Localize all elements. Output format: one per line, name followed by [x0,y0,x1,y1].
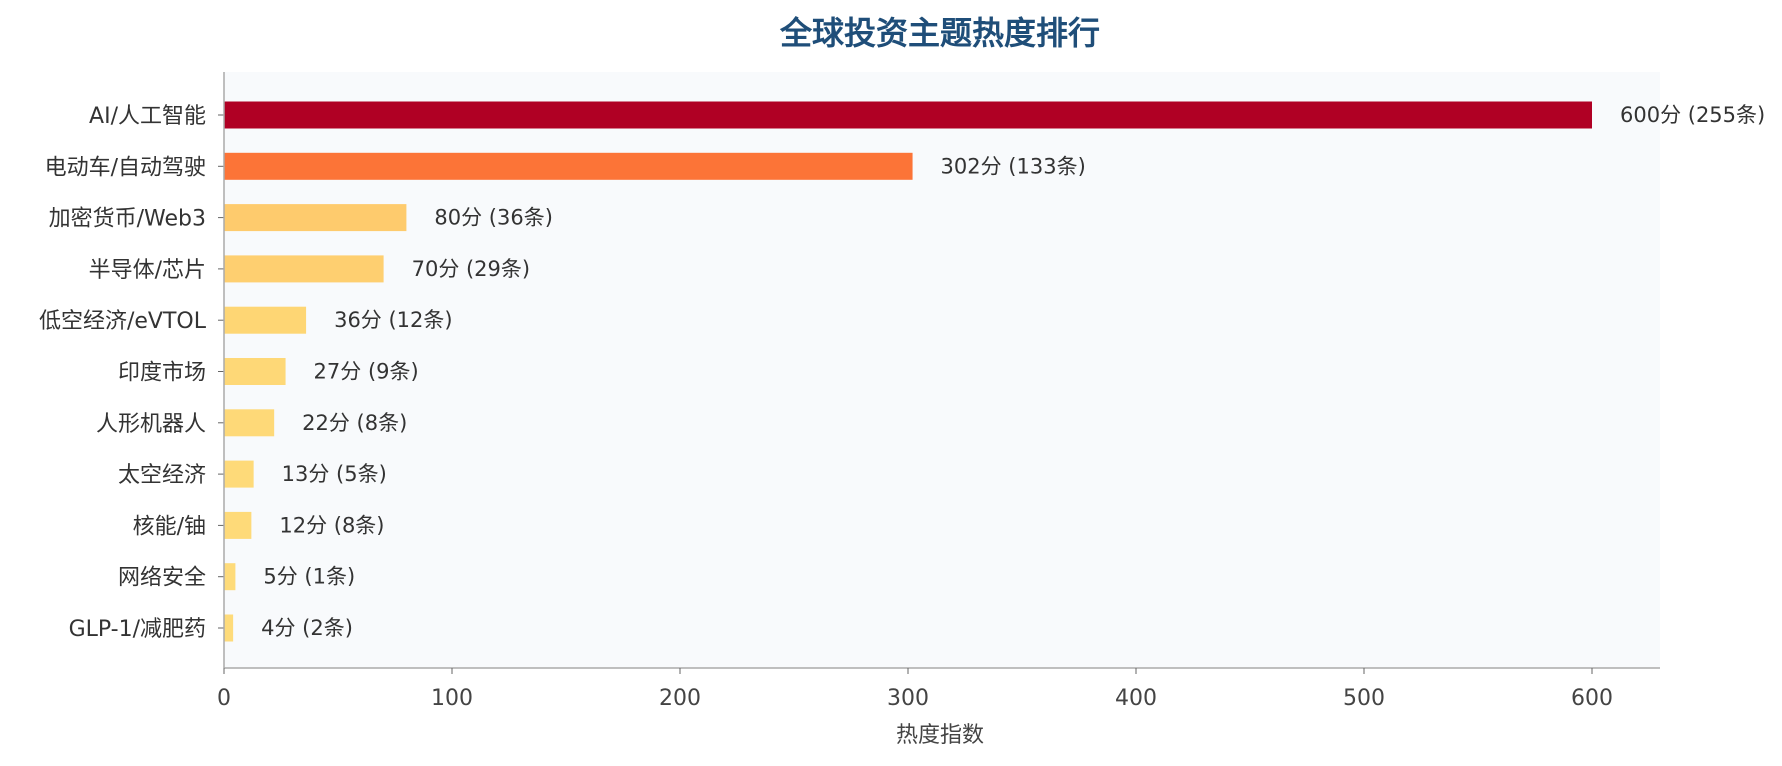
data-label: 36分 (12条) [334,308,453,332]
category-label: 核能/铀 [133,514,206,539]
bar [224,101,1592,129]
category-label: 电动车/自动驾驶 [45,155,206,180]
x-tick-label: 300 [887,686,929,711]
bar [224,460,254,488]
bar [224,614,234,642]
chart-title: 全球投资主题热度排行 [779,14,1100,52]
category-label: 半导体/芯片 [89,258,206,283]
data-label: 13分 (5条) [282,462,387,486]
x-axis-label: 热度指数 [896,723,984,748]
bar [224,255,384,283]
bar [224,306,307,334]
data-label: 302分 (133条) [941,154,1086,178]
bar [224,358,286,385]
x-tick-label: 0 [217,686,231,711]
bar [224,152,913,180]
category-label: 加密货币/Web3 [49,207,206,232]
data-label: 70分 (29条) [412,257,531,281]
data-label: 27分 (9条) [314,360,419,384]
data-label: 5分 (1条) [263,565,355,589]
bars-group: 600分 (255条) 302分 (133条) 80分 (36条) 70分 (29条)… [224,101,1765,642]
category-label: GLP-1/减肥药 [69,617,206,642]
x-tick-label: 400 [1115,686,1157,711]
data-label: 600分 (255条) [1620,103,1765,127]
category-label: AI/人工智能 [89,104,206,129]
bar [224,204,407,232]
x-tick-label: 100 [431,686,473,711]
x-tick-label: 500 [1343,686,1385,711]
x-tick-label: 600 [1571,686,1613,711]
bar [224,511,252,539]
data-label: 80分 (36条) [434,206,553,230]
category-label: 太空经济 [118,463,206,488]
category-label: 人形机器人 [96,412,206,437]
category-label: 网络安全 [118,566,206,591]
category-label: 印度市场 [118,361,206,386]
bar [224,409,275,437]
data-label: 12分 (8条) [279,513,384,537]
bar [224,563,236,591]
x-tick-label: 200 [659,686,701,711]
data-label: 22分 (8条) [302,411,407,435]
data-label: 4分 (2条) [261,616,353,640]
category-label: 低空经济/eVTOL [39,309,207,334]
